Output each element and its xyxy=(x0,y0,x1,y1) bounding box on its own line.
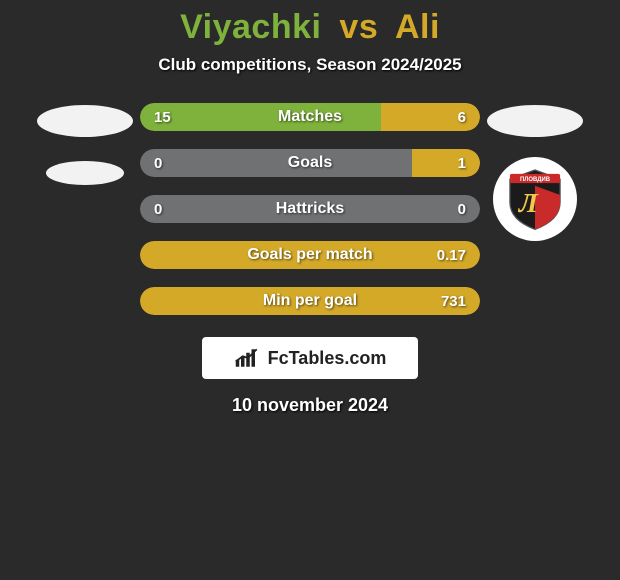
stat-bar: 15Matches6 xyxy=(140,103,480,131)
player2-club-logo: ПЛОВДИВ Л xyxy=(493,157,577,241)
stat-bar: 0Hattricks0 xyxy=(140,195,480,223)
stat-value-left: 15 xyxy=(154,109,204,126)
stat-value-right: 6 xyxy=(416,109,466,126)
chart-icon xyxy=(234,347,262,369)
stat-value-right: 0.17 xyxy=(416,247,466,264)
right-column: ПЛОВДИВ Л xyxy=(480,103,590,241)
player2-name: Ali xyxy=(395,8,440,46)
stat-bar: 0Goals1 xyxy=(140,149,480,177)
watermark: FcTables.com xyxy=(202,337,418,379)
stat-value-right: 731 xyxy=(416,293,466,310)
comparison-content: 15Matches60Goals10Hattricks0Goals per ma… xyxy=(0,103,620,315)
left-column xyxy=(30,103,140,185)
stat-value-right: 0 xyxy=(416,201,466,218)
stat-label: Goals xyxy=(204,154,416,172)
stat-label: Matches xyxy=(204,108,416,126)
svg-text:Л: Л xyxy=(518,187,539,218)
comparison-title: Viyachki vs Ali xyxy=(180,8,440,47)
subtitle: Club competitions, Season 2024/2025 xyxy=(158,55,461,75)
stat-value-left: 0 xyxy=(154,201,204,218)
vs-text: vs xyxy=(339,8,378,46)
stat-label: Goals per match xyxy=(204,246,416,264)
date-label: 10 november 2024 xyxy=(232,395,388,416)
stat-value-left: 0 xyxy=(154,155,204,172)
stat-label: Min per goal xyxy=(204,292,416,310)
player2-avatar xyxy=(487,105,583,137)
player1-avatar xyxy=(37,105,133,137)
club-crest-icon: ПЛОВДИВ Л xyxy=(502,166,568,232)
stat-bar: Goals per match0.17 xyxy=(140,241,480,269)
svg-text:ПЛОВДИВ: ПЛОВДИВ xyxy=(520,177,551,183)
watermark-text: FcTables.com xyxy=(268,348,387,369)
player1-name: Viyachki xyxy=(180,8,321,46)
stat-bars: 15Matches60Goals10Hattricks0Goals per ma… xyxy=(140,103,480,315)
stat-value-right: 1 xyxy=(416,155,466,172)
stat-label: Hattricks xyxy=(204,200,416,218)
stat-bar: Min per goal731 xyxy=(140,287,480,315)
player1-club-logo xyxy=(46,161,124,185)
